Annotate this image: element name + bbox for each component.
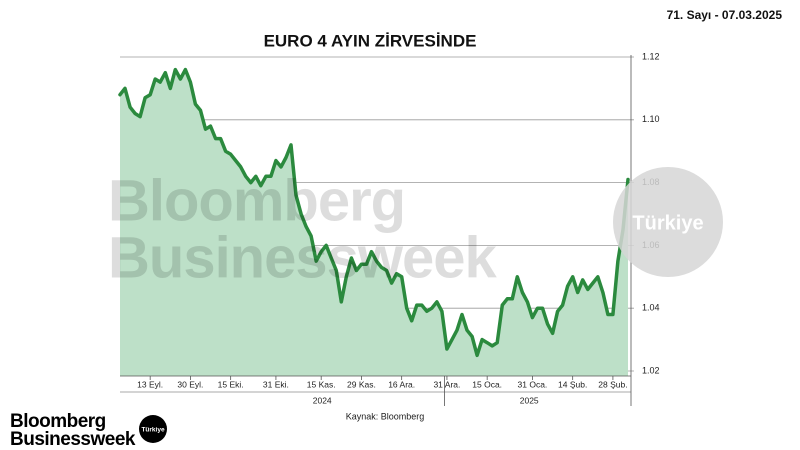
watermark-badge — [613, 167, 723, 277]
logo-text: Bloomberg — [10, 411, 106, 432]
x-tick-label: 29 Kas. — [347, 379, 376, 389]
y-tick-label: 1.10 — [642, 114, 660, 124]
x-tick-label: 31 Oca. — [518, 379, 548, 389]
chart-title: EURO 4 AYIN ZİRVESİNDE — [264, 31, 477, 50]
x-tick-label: 15 Kas. — [307, 379, 336, 389]
logo-badge — [139, 415, 167, 443]
watermark-text: Bloomberg — [108, 168, 405, 233]
x-tick-label: 14 Şub. — [558, 379, 587, 389]
x-tick-label: 30 Eyl. — [177, 379, 203, 389]
x-tick-label: 31 Eki. — [263, 379, 289, 389]
x-tick-label: 13 Eyl. — [137, 379, 163, 389]
x-tick-label: 16 Ara. — [388, 379, 415, 389]
watermark: Bloomberg Businessweek — [108, 168, 499, 290]
issue-label: 71. Sayı - 07.03.2025 — [667, 8, 783, 22]
x-tick-label: 28 Şub. — [598, 379, 627, 389]
x-tick-label: 15 Eki. — [218, 379, 244, 389]
y-tick-label: 1.02 — [642, 365, 660, 375]
logo-badge-text: Türkiye — [141, 427, 165, 434]
y-tick-label: 1.04 — [642, 303, 660, 313]
source: Kaynak: Bloomberg — [346, 411, 425, 421]
logo-text: Businessweek — [10, 429, 136, 450]
area — [120, 69, 628, 376]
x-tick-label: 15 Oca. — [472, 379, 502, 389]
watermark-text: Businessweek — [108, 225, 498, 290]
year-label: 2025 — [520, 395, 539, 405]
watermark-badge-text: Türkiye — [632, 212, 703, 234]
year-label: 2024 — [313, 395, 332, 405]
y-tick-label: 1.12 — [642, 51, 660, 61]
line — [118, 67, 630, 358]
x-tick-label: 31 Ara. — [433, 379, 460, 389]
